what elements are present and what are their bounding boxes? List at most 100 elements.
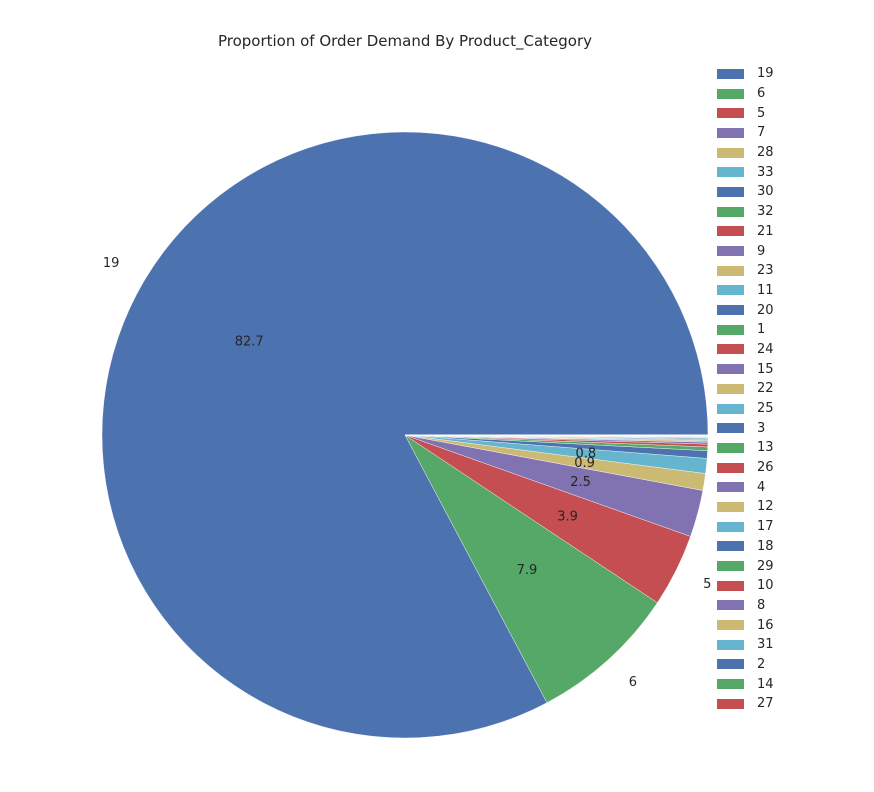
legend-swatch (717, 68, 744, 79)
legend-item-30: 30 (717, 182, 774, 202)
legend-swatch (717, 167, 744, 178)
legend-item-27: 27 (717, 694, 774, 714)
legend-item-17: 17 (717, 517, 774, 537)
legend-label: 10 (757, 578, 774, 594)
legend-label: 27 (757, 696, 774, 712)
legend-item-28: 28 (717, 143, 774, 163)
legend-item-10: 10 (717, 576, 774, 596)
legend-label: 12 (757, 499, 774, 515)
legend-label: 21 (757, 223, 774, 239)
legend-swatch (717, 226, 744, 237)
legend-item-2: 2 (717, 655, 774, 675)
legend-label: 1 (757, 322, 766, 338)
pct-label-7: 2.5 (570, 475, 591, 490)
legend-label: 29 (757, 558, 774, 574)
legend-label: 17 (757, 519, 774, 535)
legend-label: 5 (757, 105, 766, 121)
legend-swatch (717, 206, 744, 217)
slice-label-6: 6 (629, 675, 637, 690)
legend-item-23: 23 (717, 261, 774, 281)
legend-item-14: 14 (717, 674, 774, 694)
legend-item-5: 5 (717, 103, 774, 123)
legend-item-32: 32 (717, 202, 774, 222)
pct-label-19: 82.7 (235, 334, 264, 349)
legend-label: 19 (757, 66, 774, 82)
legend-swatch (717, 285, 744, 296)
legend-label: 33 (757, 164, 774, 180)
legend-label: 3 (757, 420, 766, 436)
legend-item-15: 15 (717, 359, 774, 379)
pct-label-33: 0.8 (575, 447, 596, 462)
pct-label-6: 7.9 (517, 563, 538, 578)
legend-item-6: 6 (717, 84, 774, 104)
legend-item-8: 8 (717, 596, 774, 616)
legend-swatch (717, 698, 744, 709)
legend-item-12: 12 (717, 497, 774, 517)
legend-item-29: 29 (717, 556, 774, 576)
legend-swatch (717, 462, 744, 473)
legend-swatch (717, 186, 744, 197)
slice-label-19: 19 (103, 256, 120, 271)
legend-label: 23 (757, 263, 774, 279)
legend-item-33: 33 (717, 162, 774, 182)
legend-item-19: 19 (717, 64, 774, 84)
legend-label: 25 (757, 401, 774, 417)
legend-item-16: 16 (717, 615, 774, 635)
legend-swatch (717, 679, 744, 690)
legend-swatch (717, 580, 744, 591)
legend-swatch (717, 482, 744, 493)
pie-slice-6 (404, 434, 658, 703)
legend-label: 28 (757, 145, 774, 161)
legend-swatch (717, 659, 744, 670)
legend-swatch (717, 265, 744, 276)
legend-item-18: 18 (717, 537, 774, 557)
pct-label-5: 3.9 (557, 509, 578, 524)
legend-label: 9 (757, 243, 766, 259)
legend-swatch (717, 324, 744, 335)
legend-item-11: 11 (717, 281, 774, 301)
legend-swatch (717, 521, 744, 532)
legend-item-21: 21 (717, 222, 774, 242)
legend-swatch (717, 639, 744, 650)
legend-item-24: 24 (717, 340, 774, 360)
legend-item-26: 26 (717, 458, 774, 478)
legend-swatch (717, 344, 744, 355)
pie-labels: 19 82.7 6 7.9 5 3.9 2.5 0.90.8 (103, 256, 712, 690)
legend-item-9: 9 (717, 241, 774, 261)
legend-label: 26 (757, 460, 774, 476)
legend-item-20: 20 (717, 300, 774, 320)
legend-item-25: 25 (717, 399, 774, 419)
legend-label: 32 (757, 204, 774, 220)
legend-label: 2 (757, 656, 766, 672)
legend-label: 7 (757, 125, 766, 141)
legend-swatch (717, 403, 744, 414)
legend-item-7: 7 (717, 123, 774, 143)
legend-label: 22 (757, 381, 774, 397)
legend-swatch (717, 246, 744, 257)
legend-swatch (717, 423, 744, 434)
legend: 19 6 5 7 28 33 30 32 21 9 23 11 20 1 24 15 22 25 3 13 26 4 12 1… (717, 64, 774, 714)
legend-item-1: 1 (717, 320, 774, 340)
legend-swatch (717, 364, 744, 375)
legend-swatch (717, 541, 744, 552)
legend-label: 11 (757, 282, 774, 298)
legend-swatch (717, 561, 744, 572)
legend-swatch (717, 442, 744, 453)
legend-swatch (717, 600, 744, 611)
pie-slices (101, 131, 709, 739)
legend-swatch (717, 88, 744, 99)
legend-label: 15 (757, 361, 774, 377)
legend-label: 16 (757, 617, 774, 633)
legend-item-13: 13 (717, 438, 774, 458)
legend-label: 18 (757, 538, 774, 554)
legend-label: 8 (757, 597, 766, 613)
legend-swatch (717, 127, 744, 138)
legend-item-3: 3 (717, 418, 774, 438)
legend-swatch (717, 108, 744, 119)
legend-label: 6 (757, 86, 766, 102)
chart-title: Proportion of Order Demand By Product_Ca… (217, 32, 593, 50)
pct-label-28: 0.9 (574, 456, 595, 471)
legend-label: 20 (757, 302, 774, 318)
legend-item-4: 4 (717, 477, 774, 497)
legend-label: 14 (757, 676, 774, 692)
